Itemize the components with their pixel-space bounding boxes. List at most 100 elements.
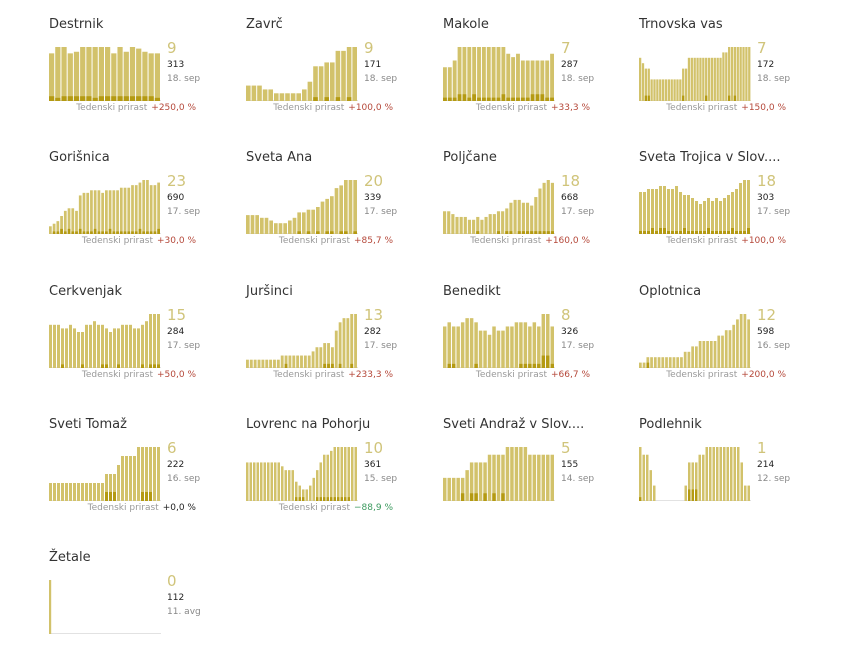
- bar: [295, 481, 298, 501]
- bar-chart: [443, 314, 555, 368]
- bar: [456, 326, 460, 368]
- weekly-change-value: +100,0 %: [741, 236, 786, 246]
- bar: [57, 483, 60, 501]
- municipality-name: Gorišnica: [49, 150, 110, 165]
- bar-new-cases: [49, 96, 55, 101]
- bar: [121, 456, 124, 501]
- bar: [525, 202, 530, 234]
- bar-new-cases: [655, 231, 658, 234]
- weekly-change-label: Tedenski prirast: [470, 236, 542, 246]
- bar: [305, 489, 308, 501]
- weekly-change-label: Tedenski prirast: [666, 370, 738, 380]
- total-value: 598: [757, 327, 775, 337]
- bar-new-cases: [735, 231, 738, 234]
- bar-new-cases: [550, 231, 554, 234]
- bar: [722, 52, 725, 101]
- bar: [246, 462, 249, 501]
- total-value: 690: [167, 193, 185, 203]
- bar-new-cases: [541, 355, 546, 368]
- bar: [263, 462, 266, 501]
- bar: [149, 185, 153, 234]
- municipality-card: Sveti Tomaž 6 222 16. sep Tedenski prirast +0…: [49, 417, 239, 537]
- bar-new-cases: [86, 96, 92, 101]
- bar-chart: [639, 47, 751, 101]
- municipality-name: Benedikt: [443, 284, 501, 299]
- bar-chart: [443, 447, 555, 501]
- bar: [153, 185, 157, 234]
- weekly-change: Tedenski prirast +100,0 %: [273, 103, 393, 113]
- bar: [123, 187, 127, 234]
- bar-new-cases: [347, 497, 350, 501]
- weekly-change-label: Tedenski prirast: [278, 503, 350, 513]
- weekly-change-label: Tedenski prirast: [273, 370, 345, 380]
- bar: [510, 447, 514, 501]
- bar: [255, 215, 259, 234]
- bar: [710, 57, 714, 101]
- bar: [125, 324, 128, 368]
- bar-new-cases: [505, 231, 509, 234]
- weekly-change-label: Tedenski prirast: [666, 103, 738, 113]
- weekly-change-value: +50,0 %: [157, 370, 196, 380]
- bar-new-cases: [78, 228, 82, 234]
- bar-new-cases: [145, 492, 148, 501]
- bar: [269, 220, 273, 234]
- bar-new-cases: [302, 497, 305, 501]
- bar: [457, 47, 462, 101]
- bar: [731, 192, 734, 234]
- bar: [684, 485, 687, 501]
- bar: [659, 79, 662, 101]
- date-label: 17. sep: [364, 207, 398, 217]
- bar: [682, 68, 685, 101]
- bar-new-cases: [443, 97, 447, 101]
- bar-new-cases: [469, 493, 474, 501]
- bar: [250, 215, 255, 234]
- bar: [513, 199, 517, 234]
- bar-new-cases: [344, 497, 347, 501]
- bar-new-cases: [327, 363, 330, 368]
- bar-new-cases: [447, 97, 452, 101]
- bar: [521, 202, 525, 234]
- bar: [270, 462, 273, 501]
- bar: [296, 93, 301, 101]
- bar-new-cases: [60, 228, 63, 234]
- bar: [309, 485, 312, 501]
- bar: [650, 79, 653, 101]
- bar: [78, 195, 82, 234]
- bar: [739, 47, 742, 101]
- bar: [483, 462, 487, 501]
- weekly-change-value: +30,0 %: [157, 236, 196, 246]
- total-value: 282: [364, 327, 382, 337]
- bar-new-cases: [550, 363, 554, 368]
- bar: [639, 447, 642, 501]
- date-label: 18. sep: [167, 74, 201, 84]
- bar: [330, 62, 335, 101]
- municipality-card: Sveti Andraž v Slov.... 5 155 14. sep: [443, 417, 633, 537]
- bar-new-cases: [297, 231, 301, 234]
- date-label: 17. sep: [167, 207, 201, 217]
- bar: [705, 447, 708, 501]
- bar-new-cases: [112, 231, 116, 234]
- bar: [747, 319, 750, 368]
- bar: [691, 462, 694, 501]
- bar-new-cases: [338, 363, 342, 368]
- bar-new-cases: [344, 231, 348, 234]
- weekly-change-label: Tedenski prirast: [81, 236, 153, 246]
- bar: [459, 216, 463, 234]
- bar: [330, 450, 333, 501]
- bar-chart: [246, 314, 358, 368]
- bar-new-cases: [460, 493, 465, 501]
- municipality-name: Podlehnik: [639, 417, 702, 432]
- bar: [249, 359, 253, 368]
- bar: [109, 474, 112, 501]
- bar: [284, 470, 287, 501]
- bar: [246, 85, 251, 101]
- bar: [747, 180, 750, 234]
- bar-new-cases: [476, 231, 480, 234]
- weekly-change-value: +0,0 %: [162, 503, 196, 513]
- bar: [514, 447, 519, 501]
- bar-new-cases: [138, 228, 142, 234]
- bar: [109, 332, 112, 368]
- bar-new-cases: [731, 228, 734, 234]
- bar: [274, 93, 279, 101]
- bar: [261, 359, 265, 368]
